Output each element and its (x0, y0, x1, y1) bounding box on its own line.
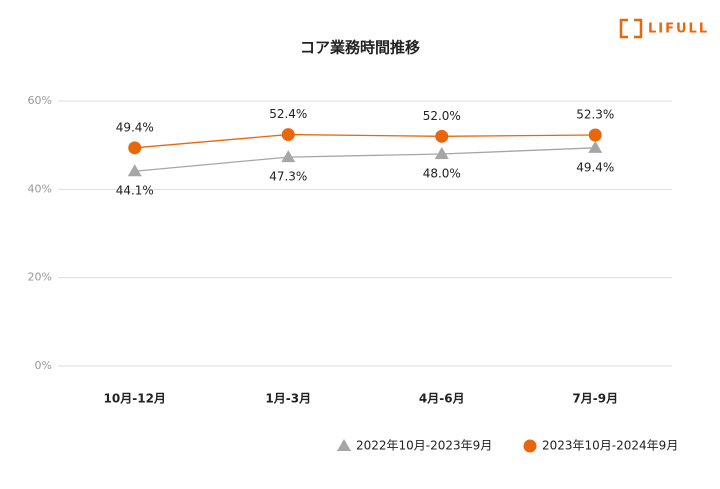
legend-label: 2022年10月-2023年9月 (356, 439, 492, 453)
logo-text: LIFULL (648, 22, 709, 37)
data-point (127, 164, 142, 177)
x-tick-label: 1月-3月 (265, 392, 311, 406)
data-point (435, 129, 449, 143)
data-label: 48.0% (423, 167, 461, 181)
y-tick-label: 40% (28, 182, 52, 195)
x-tick-label: 10月-12月 (104, 392, 166, 406)
chart-title: コア業務時間推移 (300, 39, 420, 57)
data-label: 47.3% (269, 170, 307, 184)
logo: LIFULL (619, 18, 709, 39)
legend-marker (523, 439, 537, 453)
data-point (281, 128, 295, 142)
data-point (434, 147, 449, 159)
data-label: 52.3% (576, 108, 614, 122)
x-tick-label: 7月-9月 (572, 392, 618, 406)
x-tick-label: 4月-6月 (419, 392, 465, 406)
data-label: 49.4% (576, 160, 614, 174)
data-point (128, 141, 142, 155)
legend-marker (337, 439, 351, 451)
data-label: 49.4% (116, 120, 154, 134)
data-point (588, 140, 603, 153)
data-label: 52.4% (269, 107, 307, 121)
y-tick-label: 20% (28, 271, 52, 284)
data-label: 52.0% (423, 109, 461, 123)
legend-label: 2023年10月-2024年9月 (542, 439, 678, 453)
series-line (134, 147, 596, 172)
data-point (588, 128, 602, 142)
data-point (281, 150, 296, 163)
logo-mark (619, 18, 643, 39)
series-line (134, 133, 596, 149)
y-tick-label: 0% (35, 359, 52, 372)
y-tick-label: 60% (28, 94, 52, 107)
data-label: 44.1% (116, 184, 154, 198)
